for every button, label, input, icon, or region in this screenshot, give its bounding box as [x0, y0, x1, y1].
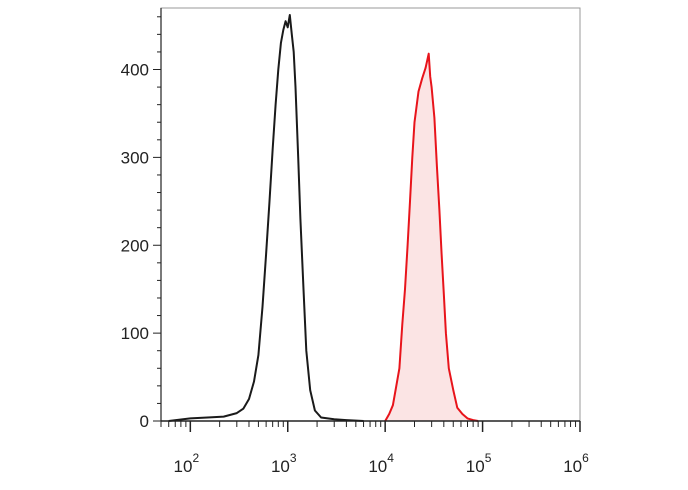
x-tick-label: 102 [174, 451, 200, 476]
x-tick-label: 104 [368, 451, 394, 476]
y-tick-label: 0 [140, 412, 149, 431]
y-tick-label: 100 [121, 324, 149, 343]
series-2-fill [385, 53, 479, 421]
series-2-line [384, 52, 479, 422]
x-tick-label: 105 [466, 451, 492, 476]
series-1-line [168, 14, 364, 422]
y-axis: 0 100 200 300 400 [121, 8, 162, 431]
x-tick-label: 103 [271, 451, 297, 476]
y-tick-label: 400 [121, 61, 149, 80]
y-tick-label: 200 [121, 236, 149, 255]
series-layer [168, 14, 479, 422]
x-tick-label: 106 [563, 451, 589, 476]
x-axis: 102 103 104 105 106 [160, 420, 589, 476]
plot-frame [160, 7, 581, 422]
y-tick-label: 300 [121, 148, 149, 167]
